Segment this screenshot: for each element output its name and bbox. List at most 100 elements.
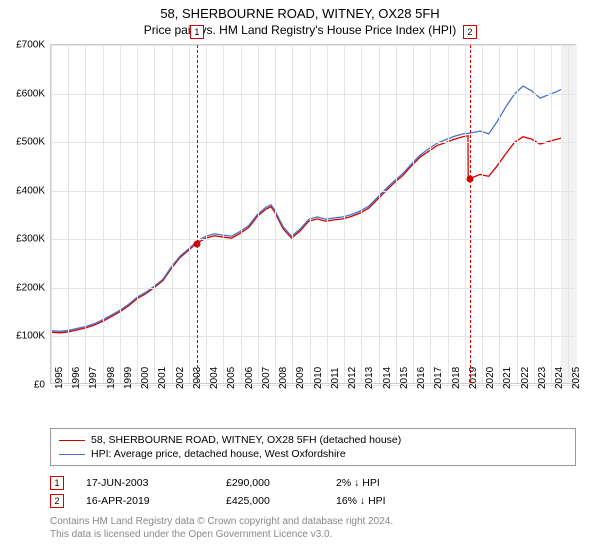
legend-row: HPI: Average price, detached house, West… bbox=[59, 447, 567, 461]
event-row: 216-APR-2019£425,00016% ↓ HPI bbox=[50, 492, 576, 510]
xtick-label: 2020 bbox=[485, 367, 496, 389]
xtick-label: 2009 bbox=[295, 367, 306, 389]
gridline-v bbox=[51, 45, 52, 383]
gridline-v bbox=[482, 45, 483, 383]
gridline-v bbox=[292, 45, 293, 383]
gridline-v bbox=[85, 45, 86, 383]
event-date: 17-JUN-2003 bbox=[86, 477, 226, 489]
gridline-v bbox=[551, 45, 552, 383]
xtick-label: 2018 bbox=[451, 367, 462, 389]
gridline-v bbox=[327, 45, 328, 383]
event-marker-box: 1 bbox=[50, 476, 64, 490]
footnote: Contains HM Land Registry data © Crown c… bbox=[50, 516, 576, 541]
gridline-v bbox=[465, 45, 466, 383]
event-diff: 2% ↓ HPI bbox=[336, 477, 456, 489]
gridline-v bbox=[206, 45, 207, 383]
xtick-label: 2008 bbox=[278, 367, 289, 389]
gridline-v bbox=[517, 45, 518, 383]
gridline-v bbox=[413, 45, 414, 383]
ytick-label: £700K bbox=[1, 40, 45, 51]
legend-swatch bbox=[59, 440, 85, 441]
events-table: 1 17-JUN-2003£290,0002% ↓ HPI 2 16-APR-2019… bbox=[50, 474, 576, 510]
event-price: £425,000 bbox=[226, 495, 336, 507]
gridline-v bbox=[154, 45, 155, 383]
legend-label: 58, SHERBOURNE ROAD, WITNEY, OX28 5FH (d… bbox=[91, 434, 401, 446]
gridline-v bbox=[137, 45, 138, 383]
xtick-label: 2000 bbox=[140, 367, 151, 389]
marker-vline bbox=[470, 45, 471, 383]
gridline-v bbox=[120, 45, 121, 383]
gridline-h bbox=[51, 288, 575, 289]
legend-and-events: 58, SHERBOURNE ROAD, WITNEY, OX28 5FH (d… bbox=[50, 428, 576, 541]
xtick-label: 2004 bbox=[209, 367, 220, 389]
ytick-label: £500K bbox=[1, 137, 45, 148]
xtick-label: 2017 bbox=[433, 367, 444, 389]
xtick-label: 2007 bbox=[261, 367, 272, 389]
gridline-v bbox=[68, 45, 69, 383]
xtick-label: 2024 bbox=[554, 367, 565, 389]
page-title: 58, SHERBOURNE ROAD, WITNEY, OX28 5FH bbox=[0, 0, 600, 21]
chart-lines bbox=[51, 45, 575, 383]
gridline-v bbox=[310, 45, 311, 383]
legend-swatch bbox=[59, 454, 85, 455]
gridline-v bbox=[172, 45, 173, 383]
xtick-label: 2002 bbox=[175, 367, 186, 389]
plot-area: £0£100K£200K£300K£400K£500K£600K£700K199… bbox=[50, 44, 576, 384]
xtick-label: 2016 bbox=[416, 367, 427, 389]
gridline-v bbox=[379, 45, 380, 383]
gridline-v bbox=[448, 45, 449, 383]
ytick-label: £600K bbox=[1, 88, 45, 99]
gridline-v bbox=[344, 45, 345, 383]
ytick-label: £100K bbox=[1, 331, 45, 342]
gridline-v bbox=[189, 45, 190, 383]
gridline-h bbox=[51, 142, 575, 143]
gridline-v bbox=[396, 45, 397, 383]
gridline-v bbox=[241, 45, 242, 383]
xtick-label: 2012 bbox=[347, 367, 358, 389]
gridline-h bbox=[51, 336, 575, 337]
xtick-label: 2013 bbox=[364, 367, 375, 389]
xtick-label: 2023 bbox=[537, 367, 548, 389]
event-price: £290,000 bbox=[226, 477, 336, 489]
xtick-label: 2025 bbox=[571, 367, 582, 389]
xtick-label: 1995 bbox=[54, 367, 65, 389]
xtick-label: 2015 bbox=[399, 367, 410, 389]
ytick-label: £400K bbox=[1, 185, 45, 196]
footnote-line-2: This data is licensed under the Open Gov… bbox=[50, 529, 576, 542]
gridline-v bbox=[361, 45, 362, 383]
gridline-h bbox=[51, 45, 575, 46]
legend-row: 58, SHERBOURNE ROAD, WITNEY, OX28 5FH (d… bbox=[59, 433, 567, 447]
marker-vline bbox=[197, 45, 198, 383]
marker-dot bbox=[193, 241, 200, 248]
chart: £0£100K£200K£300K£400K£500K£600K£700K199… bbox=[50, 44, 576, 384]
xtick-label: 2014 bbox=[382, 367, 393, 389]
xtick-label: 2010 bbox=[313, 367, 324, 389]
page-subtitle: Price paid vs. HM Land Registry's House … bbox=[0, 21, 600, 41]
marker-number-box: 1 bbox=[190, 25, 204, 39]
xtick-label: 2006 bbox=[244, 367, 255, 389]
xtick-label: 2001 bbox=[157, 367, 168, 389]
gridline-v bbox=[223, 45, 224, 383]
xtick-label: 2005 bbox=[226, 367, 237, 389]
gridline-v bbox=[568, 45, 569, 383]
gridline-v bbox=[275, 45, 276, 383]
event-row: 1 17-JUN-2003£290,0002% ↓ HPI bbox=[50, 474, 576, 492]
footnote-line-1: Contains HM Land Registry data © Crown c… bbox=[50, 516, 576, 529]
gridline-h bbox=[51, 239, 575, 240]
xtick-label: 1996 bbox=[71, 367, 82, 389]
series-hpi bbox=[52, 85, 573, 332]
xtick-label: 1997 bbox=[88, 367, 99, 389]
gridline-v bbox=[430, 45, 431, 383]
marker-number-box: 2 bbox=[463, 25, 477, 39]
gridline-v bbox=[499, 45, 500, 383]
xtick-label: 1998 bbox=[106, 367, 117, 389]
legend-label: HPI: Average price, detached house, West… bbox=[91, 448, 346, 460]
xtick-label: 2011 bbox=[330, 367, 341, 389]
ytick-label: £300K bbox=[1, 234, 45, 245]
ytick-label: £0 bbox=[1, 380, 45, 391]
event-marker-box: 2 bbox=[50, 494, 64, 508]
xtick-label: 2022 bbox=[520, 367, 531, 389]
gridline-v bbox=[103, 45, 104, 383]
gridline-h bbox=[51, 191, 575, 192]
event-date: 16-APR-2019 bbox=[86, 495, 226, 507]
